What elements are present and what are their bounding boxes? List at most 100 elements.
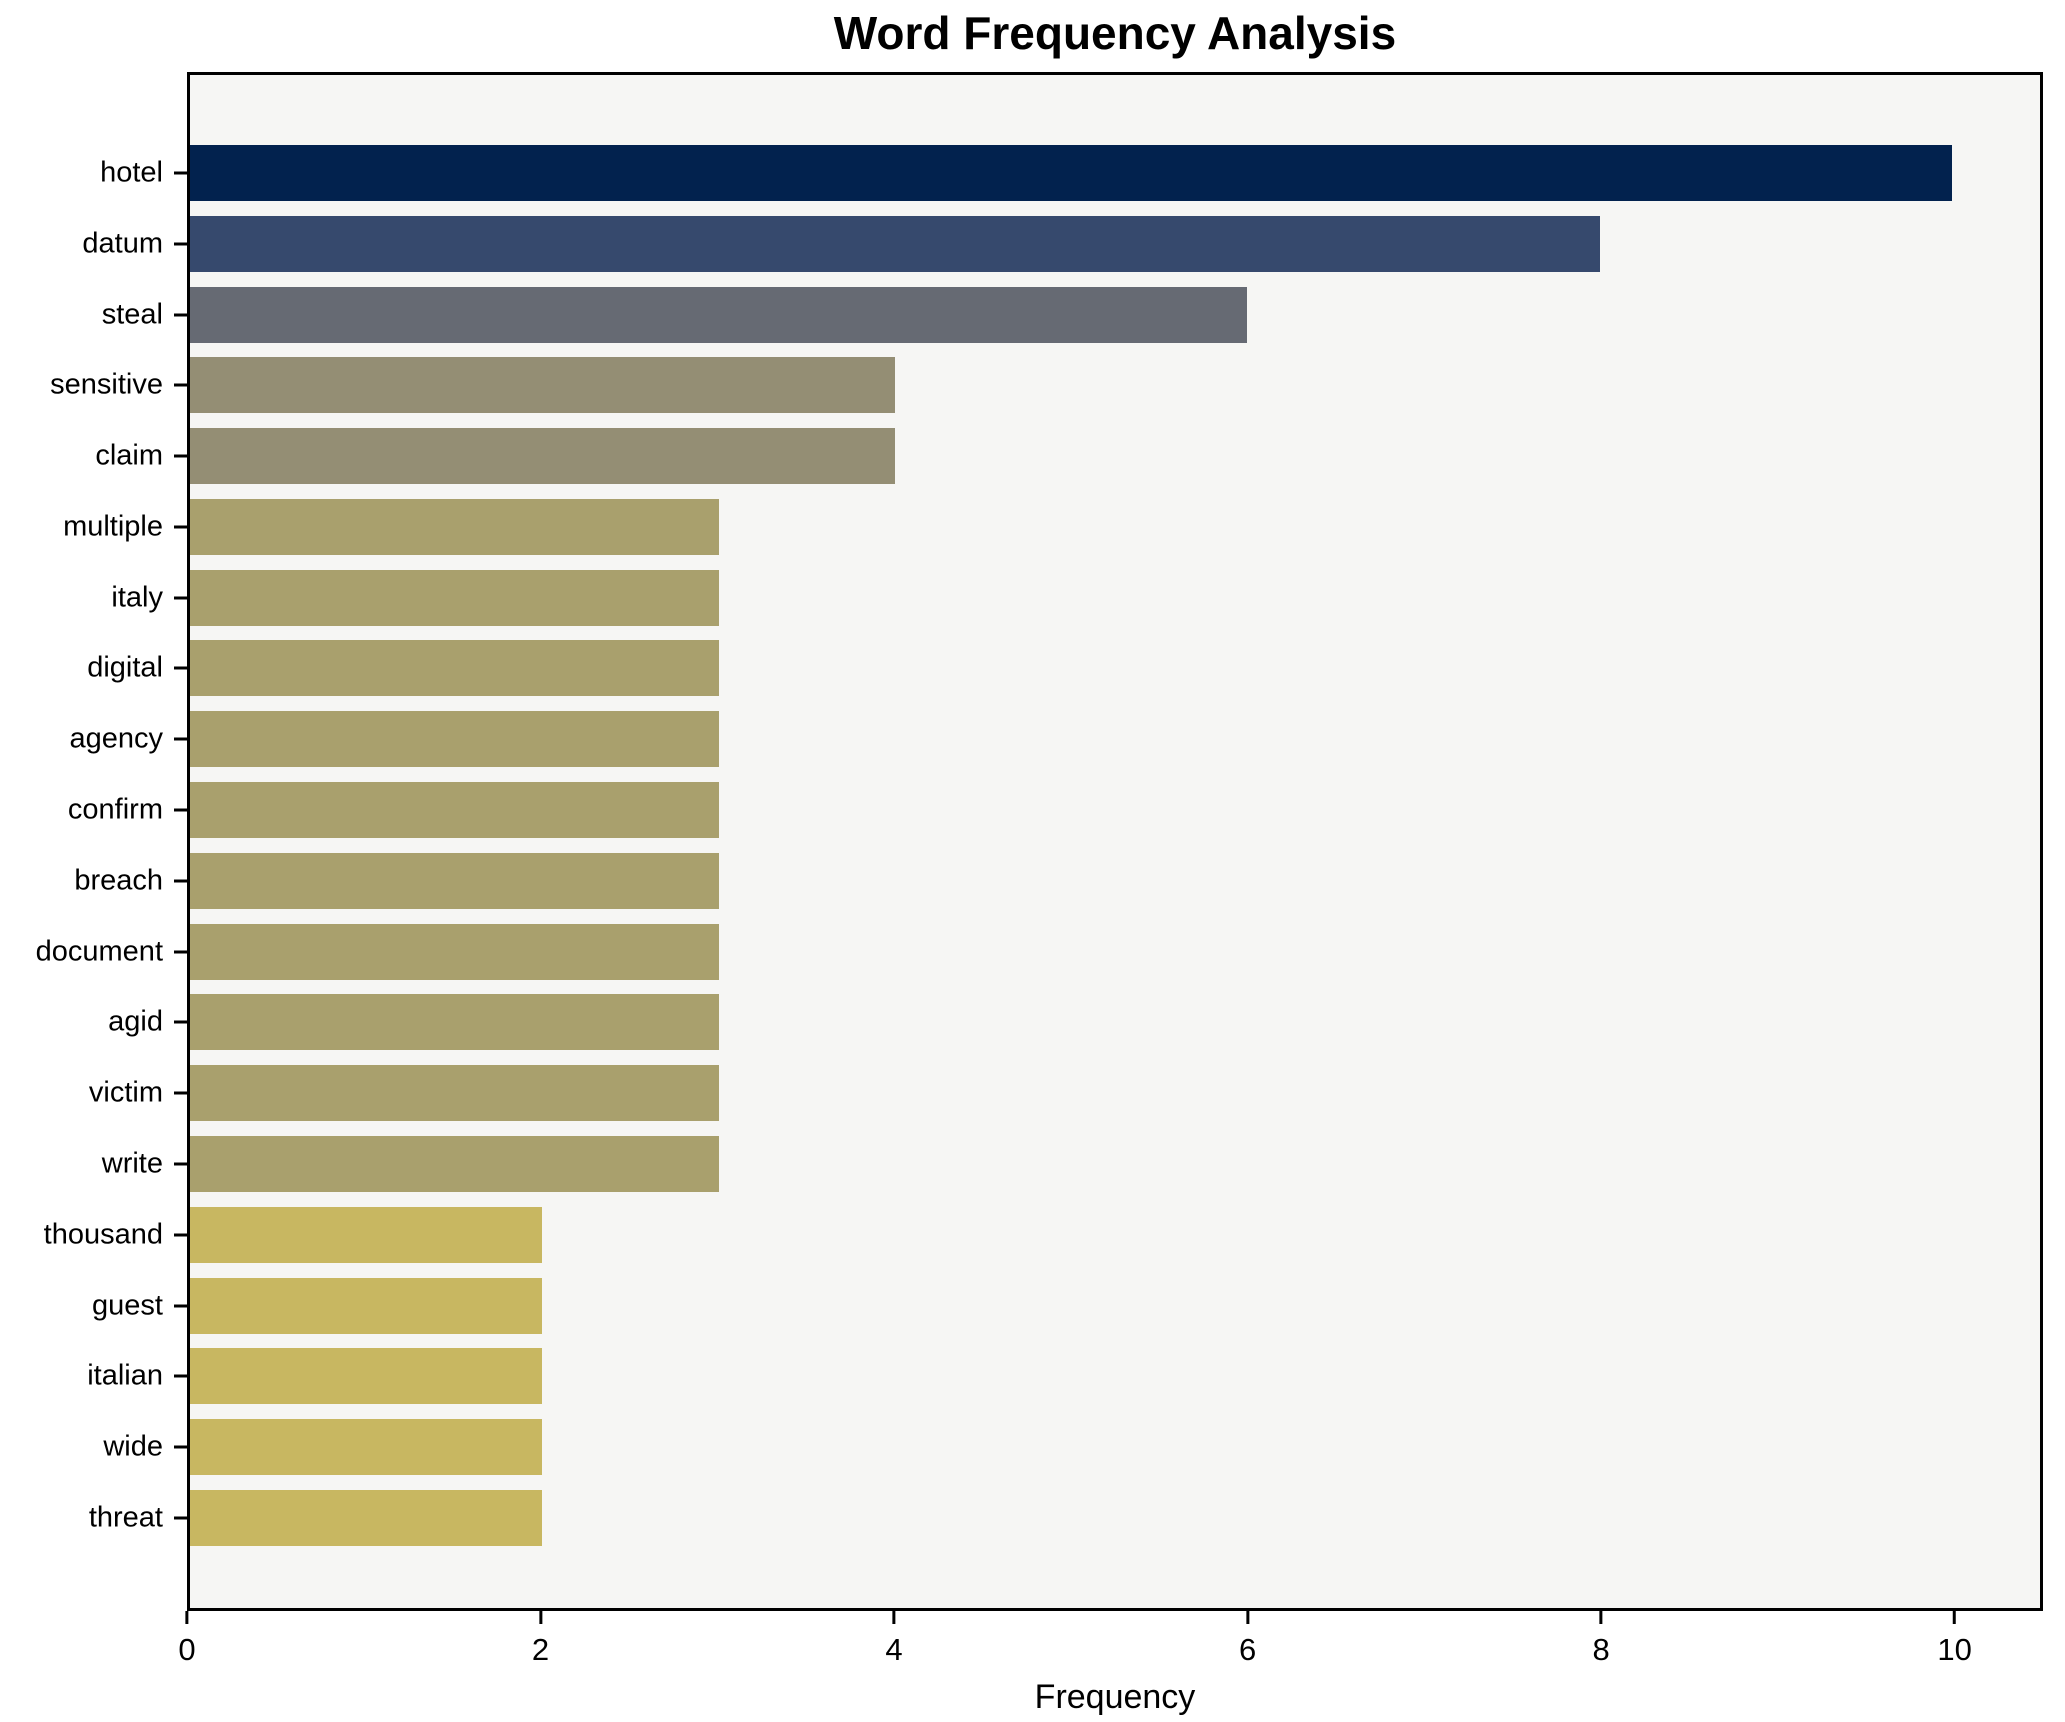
bar [190,994,719,1051]
bar [190,1489,543,1546]
y-tick-mark [174,1304,187,1307]
bar [190,852,719,909]
x-axis-title: Frequency [1034,1678,1196,1716]
y-tick-mark [174,1445,187,1449]
y-axis-label: thousand [43,1218,163,1251]
bar-row: wide [103,1419,2040,1476]
bar-row: multiple [63,498,2040,555]
y-tick-mark [174,454,187,458]
y-axis-label: italian [87,1359,163,1392]
bar [190,357,895,414]
y-axis-label: guest [92,1289,163,1321]
x-tick-label: 0 [178,1632,196,1667]
x-axis: 0 2 4 6 8 10 [178,1611,2043,1711]
x-tick: 6 [1239,1611,1256,1668]
bar [190,145,1952,201]
x-tick: 8 [1592,1611,1610,1668]
y-axis-label: document [35,935,163,968]
y-axis-label: datum [82,227,163,260]
bar-row: breach [74,852,2040,909]
bar [190,1206,543,1263]
x-tick-label: 4 [885,1632,903,1667]
y-tick-mark [174,808,187,812]
y-tick-mark [174,313,187,317]
bar-row: datum [82,215,2040,272]
x-tick: 10 [1937,1611,1972,1668]
y-axis-label: multiple [63,510,163,543]
y-axis-label: agid [108,1005,163,1038]
y-tick-mark [174,950,187,954]
y-axis-label: agency [69,722,163,755]
y-tick-mark [174,171,187,175]
y-tick-mark [174,1162,187,1166]
y-tick-mark [174,525,187,529]
bar-row: document [36,923,2040,980]
y-axis-label: victim [88,1076,163,1109]
x-tick-label: 8 [1592,1632,1610,1667]
bar [190,1135,719,1192]
bar-row: write [102,1135,2040,1192]
y-tick-mark [174,879,187,883]
y-axis-label: claim [95,439,163,472]
y-tick-mark [174,666,187,670]
bar-row: thousand [44,1206,2040,1263]
bar-row: threat [89,1489,2040,1546]
x-tick: 2 [532,1611,549,1668]
bar-row: guest [92,1277,2040,1334]
bar [190,286,1248,343]
y-tick-mark [174,1020,187,1024]
bar-row: confirm [68,782,2040,839]
y-tick-mark [174,1233,187,1237]
chart-title: Word Frequency Analysis [833,7,1397,59]
bar [190,640,719,697]
x-tick: 0 [178,1611,196,1668]
y-axis-label: threat [88,1501,163,1534]
y-tick-mark [174,1374,187,1378]
bar-row: victim [89,1065,2040,1122]
bar-row: agid [108,994,2040,1051]
x-tick-mark [892,1611,896,1624]
bar-row: steal [102,286,2040,343]
y-tick-mark [174,1091,187,1095]
bar-row: sensitive [50,357,2040,414]
y-axis-label: wide [103,1430,163,1463]
bar [190,1065,719,1122]
bar [190,1419,543,1476]
plot-inner: hotel datum steal sensitive claim [36,75,2040,1608]
y-axis-label: sensitive [50,368,163,401]
bar [190,1348,543,1405]
x-tick-mark [185,1611,189,1624]
bar [190,215,1600,272]
bar-row: italy [111,569,2040,626]
x-tick-mark [1246,1611,1250,1624]
bar [190,428,895,485]
x-tick-label: 10 [1937,1632,1972,1667]
y-tick-mark [174,1516,187,1520]
y-axis-label: breach [74,864,163,897]
y-axis-label: confirm [67,793,163,826]
y-axis-label: steal [101,298,163,331]
x-tick-mark [539,1611,543,1624]
y-tick-mark [174,383,187,387]
x-tick-label: 6 [1238,1632,1257,1667]
bar [190,782,719,839]
plot-area: hotel datum steal sensitive claim [36,72,2043,1611]
bar [190,1277,543,1334]
y-axis-label: digital [87,651,163,684]
y-axis-label: italy [111,581,163,614]
x-tick-mark [1953,1611,1957,1624]
bar [190,711,719,768]
y-tick-mark [174,737,187,741]
x-tick-mark [1599,1611,1603,1624]
bar-row: claim [95,428,2040,485]
y-axis-label: write [101,1147,163,1180]
bar-row: agency [69,711,2040,768]
bar [190,923,719,980]
x-tick: 4 [885,1611,903,1668]
bar-row: italian [87,1348,2040,1405]
x-tick-label: 2 [531,1632,550,1667]
y-tick-mark [174,596,187,600]
bar-row: digital [87,640,2040,697]
bar [190,498,719,555]
